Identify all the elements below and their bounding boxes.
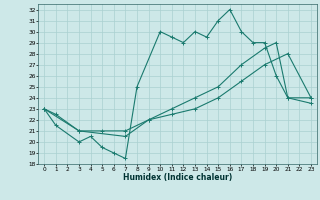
X-axis label: Humidex (Indice chaleur): Humidex (Indice chaleur) <box>123 173 232 182</box>
